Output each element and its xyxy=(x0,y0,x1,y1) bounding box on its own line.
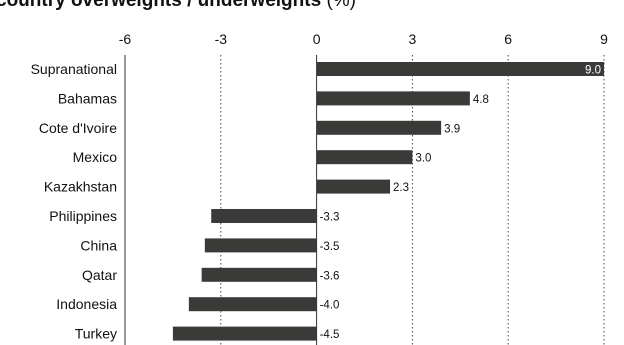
x-tick-label: 9 xyxy=(600,31,608,47)
data-label: 2.3 xyxy=(393,182,409,194)
bar xyxy=(316,120,442,135)
bar xyxy=(316,150,413,165)
bar xyxy=(316,62,604,76)
bar xyxy=(172,326,317,341)
category-label: Mexico xyxy=(73,149,118,165)
category-labels: Supranational Bahamas Cote d'Ivoire Mexico K… xyxy=(31,61,118,342)
data-label: -3.5 xyxy=(320,241,340,253)
category-label: Supranational xyxy=(31,61,117,77)
category-label: Kazakhstan xyxy=(44,179,117,195)
x-tick-label: 0 xyxy=(313,31,321,47)
data-label: -4.0 xyxy=(320,300,340,312)
data-label: -3.6 xyxy=(320,270,340,282)
bar xyxy=(316,179,391,194)
bar xyxy=(204,238,317,253)
data-label: -3.3 xyxy=(320,212,340,224)
data-label: -4.5 xyxy=(320,329,340,341)
bar xyxy=(316,91,470,106)
category-label: Qatar xyxy=(82,267,117,283)
chart-title-unit: (%) xyxy=(326,0,357,11)
x-axis-ticks: -6 -3 0 3 6 9 xyxy=(119,31,608,47)
category-label: China xyxy=(80,237,117,253)
category-label: Indonesia xyxy=(56,296,117,312)
category-label: Cote d'Ivoire xyxy=(39,120,117,136)
data-label: 9.0 xyxy=(585,65,601,77)
data-label: 4.8 xyxy=(473,94,489,106)
chart-title-text: country overweights / underweights xyxy=(0,0,322,11)
data-labels: 9.0 4.8 3.9 3.0 2.3 -3.3 -3.5 -3.6 -4.0 -4.5 xyxy=(320,65,601,342)
x-tick-label: 6 xyxy=(504,31,512,47)
category-label: Bahamas xyxy=(58,90,117,106)
bars xyxy=(172,62,604,341)
bar xyxy=(188,297,317,312)
bar xyxy=(211,209,317,223)
data-label: 3.9 xyxy=(444,123,460,135)
x-tick-label: 3 xyxy=(409,31,417,47)
bar xyxy=(201,267,317,282)
data-label: 3.0 xyxy=(415,153,431,165)
x-tick-label: -6 xyxy=(119,31,132,47)
category-label: Philippines xyxy=(49,208,117,224)
category-label: Turkey xyxy=(75,326,117,342)
x-tick-label: -3 xyxy=(215,31,228,47)
chart-title: country overweights / underweights (%) xyxy=(0,0,356,12)
